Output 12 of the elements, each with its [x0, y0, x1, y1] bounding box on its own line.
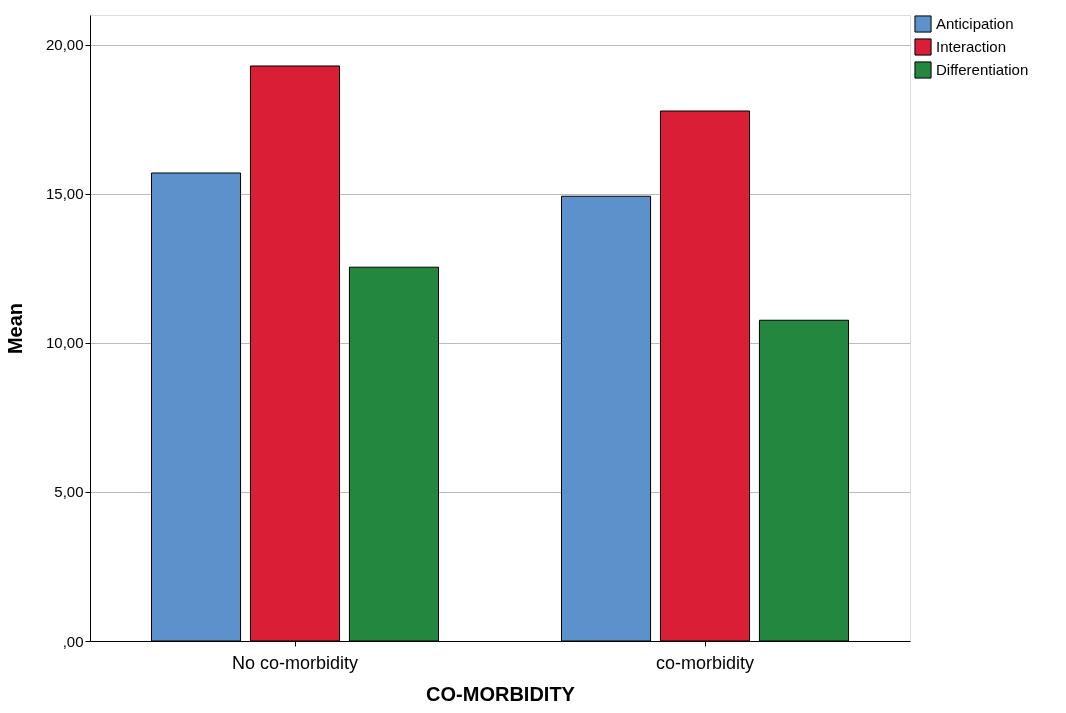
legend-label: Differentiation: [936, 61, 1029, 78]
y-tick-label: 10,00: [45, 334, 84, 352]
x-tick-label: No co-morbidity: [231, 652, 359, 673]
y-tick-label: 5,00: [54, 483, 84, 501]
y-tick-label: 20,00: [45, 36, 84, 54]
legend-label: Anticipation: [936, 15, 1014, 32]
y-axis-title: Mean: [3, 302, 26, 355]
y-tick-label: ,00: [62, 632, 84, 650]
y-tick-label: 15,00: [45, 185, 84, 203]
x-axis-title: CO-MORBIDITY: [426, 682, 576, 705]
legend-label: Interaction: [936, 38, 1007, 55]
x-tick-label: co-morbidity: [655, 652, 755, 673]
